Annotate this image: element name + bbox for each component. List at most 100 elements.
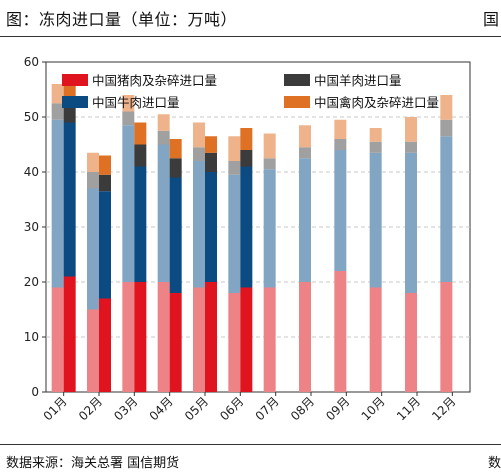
- bar-curr-beef: [63, 122, 76, 277]
- y-tick-label: 60: [24, 55, 39, 69]
- bar-curr-mutton: [205, 152, 217, 172]
- x-tick-label: 01月: [41, 394, 70, 423]
- source-note: 数据来源：海关总署 国信期货: [6, 456, 180, 471]
- bar-curr-beef: [169, 177, 182, 293]
- bar-curr-mutton: [63, 106, 76, 123]
- x-tick-label: 12月: [429, 394, 458, 423]
- bar-prev-poultry: [440, 95, 453, 120]
- bar-prev-beef: [369, 152, 382, 288]
- legend-swatch: [62, 96, 88, 108]
- bar-prev-beef: [122, 125, 135, 282]
- bar-prev-poultry: [228, 136, 241, 161]
- x-tick-label: 08月: [288, 394, 317, 423]
- x-tick-label: 05月: [182, 394, 211, 423]
- x-tick-label: 07月: [253, 394, 282, 423]
- bar-curr-pork: [169, 293, 182, 392]
- bar-curr-poultry: [134, 122, 147, 145]
- bar-prev-poultry: [334, 119, 347, 139]
- bar-prev-poultry: [405, 117, 417, 142]
- bar-curr-beef: [134, 166, 147, 282]
- bar-prev-poultry: [157, 114, 170, 131]
- x-tick-label: 11月: [394, 394, 423, 423]
- bar-prev-mutton: [334, 139, 347, 150]
- y-tick-label: 30: [24, 220, 39, 234]
- bar-prev-beef: [51, 119, 64, 288]
- bar-curr-poultry: [205, 136, 217, 153]
- bar-prev-mutton: [157, 130, 170, 145]
- x-axis: 01月 02月 03月 04月 05月 06月 07月 08月 09月 10月 11月 12月: [41, 392, 458, 423]
- top-rule: [0, 36, 501, 37]
- bar-prev-pork: [369, 287, 382, 392]
- y-tick-label: 10: [24, 330, 39, 344]
- bar-curr-pork: [240, 287, 253, 392]
- bar-curr-mutton: [240, 150, 253, 167]
- x-tick-label: 10月: [359, 394, 388, 423]
- bar-prev-pork: [193, 287, 205, 392]
- bar-prev-mutton: [228, 161, 241, 175]
- y-axis: 0 10 20 30 40 50 60: [24, 55, 46, 399]
- bar-prev-mutton: [193, 147, 205, 161]
- legend-swatch: [62, 74, 88, 86]
- bar-prev-beef: [405, 152, 417, 293]
- grid-lines: [46, 116, 470, 338]
- legend-label: 中国猪肉及杂碎进口量: [92, 73, 217, 88]
- y-tick-label: 50: [24, 110, 39, 124]
- bar-prev-pork: [122, 282, 135, 392]
- bar-prev-mutton: [51, 103, 64, 120]
- bar-curr-pork: [99, 298, 111, 392]
- bar-prev-mutton: [263, 158, 276, 170]
- bar-prev-poultry: [51, 84, 64, 104]
- bar-curr-pork: [205, 282, 217, 392]
- bar-curr-beef: [99, 191, 111, 299]
- y-tick-label: 0: [31, 385, 39, 399]
- bar-prev-beef: [157, 144, 170, 282]
- bar-curr-mutton: [134, 144, 147, 167]
- bar-curr-mutton: [169, 158, 182, 178]
- bar-prev-beef: [228, 174, 241, 293]
- legend-label: 中国牛肉进口量: [92, 95, 180, 110]
- bar-prev-beef: [440, 136, 453, 282]
- bar-curr-beef: [205, 172, 217, 282]
- x-tick-label: 03月: [111, 394, 140, 423]
- legend-label: 中国禽肉及杂碎进口量: [314, 95, 439, 110]
- bar-prev-pork: [228, 293, 241, 392]
- bar-prev-beef: [87, 188, 99, 310]
- bar-prev-pork: [440, 282, 453, 392]
- bar-prev-beef: [263, 169, 276, 288]
- bar-prev-beef: [299, 158, 311, 282]
- bar-curr-pork: [63, 276, 76, 392]
- bar-prev-pork: [405, 293, 417, 392]
- cropped-edge-text-bottom: 数: [488, 456, 501, 471]
- bar-curr-mutton: [99, 174, 111, 192]
- bar-prev-pork: [299, 282, 311, 392]
- x-tick-label: 04月: [147, 394, 176, 423]
- y-tick-label: 20: [24, 275, 39, 289]
- bar-prev-pork: [157, 282, 170, 392]
- x-tick-label: 06月: [217, 394, 246, 423]
- bar-prev-pork: [87, 309, 99, 392]
- bars: [51, 84, 453, 392]
- bar-curr-pork: [134, 282, 147, 392]
- bar-prev-beef: [193, 161, 205, 288]
- x-tick-label: 02月: [76, 394, 105, 423]
- bar-curr-poultry: [99, 155, 111, 175]
- legend-swatch: [284, 96, 310, 108]
- bar-prev-mutton: [299, 147, 311, 159]
- x-tick-label: 09月: [323, 394, 352, 423]
- bar-curr-poultry: [169, 139, 182, 159]
- bar-prev-poultry: [122, 95, 135, 112]
- legend-swatch: [284, 74, 310, 86]
- bar-prev-pork: [51, 287, 64, 392]
- bar-prev-pork: [263, 287, 276, 392]
- legend-label: 中国羊肉进口量: [314, 73, 402, 88]
- bar-prev-poultry: [263, 133, 276, 159]
- bar-prev-poultry: [87, 152, 99, 172]
- bar-prev-mutton: [440, 119, 453, 137]
- bottom-rule: [0, 444, 501, 445]
- bar-prev-poultry: [369, 128, 382, 142]
- chart-title: 图：冻肉进口量（单位：万吨）: [6, 10, 238, 29]
- cropped-edge-text: 国: [483, 10, 500, 29]
- bar-prev-pork: [334, 271, 347, 392]
- bar-curr-poultry: [240, 128, 253, 150]
